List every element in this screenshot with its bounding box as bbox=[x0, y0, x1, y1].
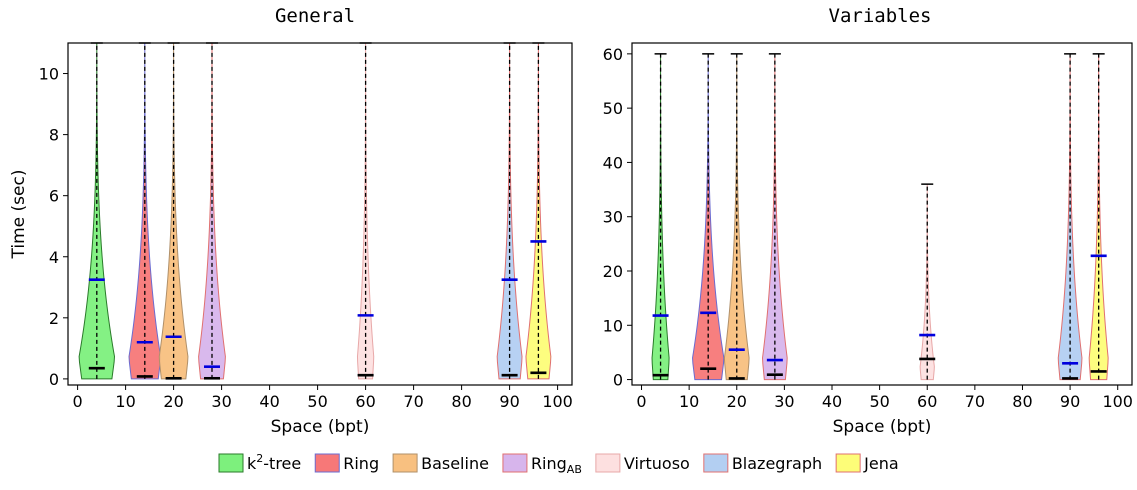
x-tick-label: 20 bbox=[727, 392, 747, 411]
y-tick-label: 20 bbox=[603, 262, 623, 281]
legend-label: RingAB bbox=[531, 454, 582, 476]
panel-general: General 0 10 20 30 40 50 60 70 80 90 100 0 2 4 6 8 10 S… bbox=[9, 5, 573, 437]
chart-title-variables: Variables bbox=[829, 5, 932, 27]
violin-blazegraph bbox=[1057, 53, 1083, 381]
legend-item: Baseline bbox=[392, 453, 489, 473]
x-tick-label: 0 bbox=[73, 392, 83, 411]
violin-ringab bbox=[762, 53, 788, 381]
x-tick-label: 20 bbox=[163, 392, 183, 411]
x-tick-label: 90 bbox=[499, 392, 519, 411]
violin-body bbox=[919, 184, 935, 381]
y-tick-label: 60 bbox=[603, 45, 623, 64]
legend-swatch bbox=[835, 453, 861, 473]
x-ticks-variables: 0 10 20 30 40 50 60 70 80 90 100 bbox=[636, 385, 1133, 411]
violins-variables bbox=[651, 53, 1109, 381]
panel-variables: Variables 0 10 20 30 40 50 60 70 80 90 100 0 10 20 30… bbox=[603, 5, 1133, 437]
legend-item: RingAB bbox=[502, 453, 582, 476]
violin-body bbox=[356, 43, 375, 380]
x-axis-label-variables: Space (bpt) bbox=[833, 417, 932, 437]
violin-baseline bbox=[723, 53, 750, 381]
x-tick-label: 90 bbox=[1060, 392, 1080, 411]
x-tick-label: 50 bbox=[307, 392, 327, 411]
legend-item: k2-tree bbox=[218, 452, 301, 473]
y-tick-label: 6 bbox=[49, 187, 59, 206]
x-tick-label: 50 bbox=[869, 392, 889, 411]
legend-item: Ring bbox=[314, 453, 379, 473]
y-axis-label-general: Time (sec) bbox=[9, 170, 29, 260]
legend-label: Virtuoso bbox=[624, 454, 690, 473]
violin-jena bbox=[525, 42, 552, 380]
x-tick-label: 100 bbox=[542, 392, 573, 411]
violin-ring bbox=[692, 53, 725, 381]
y-tick-label: 30 bbox=[603, 208, 623, 227]
legend-label: Baseline bbox=[421, 454, 489, 473]
violin-k-tree bbox=[78, 42, 115, 380]
violin-body bbox=[198, 43, 226, 380]
y-tick-label: 50 bbox=[603, 99, 623, 118]
violin-k-tree bbox=[651, 53, 670, 381]
axes-frame-variables bbox=[631, 42, 1133, 386]
violin-virtuoso bbox=[919, 183, 936, 381]
y-tick-label: 40 bbox=[603, 153, 623, 172]
violins-general bbox=[78, 42, 552, 380]
y-tick-label: 10 bbox=[603, 316, 623, 335]
violin-body bbox=[525, 43, 552, 380]
legend-swatch bbox=[595, 453, 621, 473]
y-tick-label: 2 bbox=[49, 309, 59, 328]
y-tick-label: 0 bbox=[613, 371, 623, 390]
legend-swatch bbox=[218, 453, 244, 473]
y-tick-label: 0 bbox=[49, 370, 59, 389]
y-tick-label: 10 bbox=[39, 65, 59, 84]
violin-ring bbox=[128, 42, 162, 380]
legend-swatch bbox=[502, 453, 528, 473]
x-tick-label: 70 bbox=[965, 392, 985, 411]
x-tick-label: 60 bbox=[917, 392, 937, 411]
violin-virtuoso bbox=[356, 42, 375, 380]
legend-item: Jena bbox=[835, 453, 899, 473]
x-tick-label: 40 bbox=[822, 392, 842, 411]
y-ticks-general: 0 2 4 6 8 10 bbox=[39, 65, 68, 389]
x-tick-label: 40 bbox=[259, 392, 279, 411]
x-tick-label: 80 bbox=[1012, 392, 1032, 411]
legend-item: Virtuoso bbox=[595, 453, 690, 473]
x-tick-label: 30 bbox=[774, 392, 794, 411]
y-tick-label: 8 bbox=[49, 126, 59, 145]
violin-ringab bbox=[198, 42, 226, 380]
legend-label: Ring bbox=[343, 454, 379, 473]
x-tick-label: 100 bbox=[1102, 392, 1133, 411]
violin-body bbox=[158, 43, 189, 380]
x-tick-label: 0 bbox=[636, 392, 646, 411]
violin-body bbox=[496, 43, 523, 380]
x-tick-label: 10 bbox=[679, 392, 699, 411]
legend-swatch bbox=[314, 453, 340, 473]
legend-swatch bbox=[703, 453, 729, 473]
y-ticks-variables: 0 10 20 30 40 50 60 bbox=[603, 45, 632, 390]
x-tick-label: 70 bbox=[403, 392, 423, 411]
violin-baseline bbox=[158, 42, 189, 380]
legend-swatch bbox=[392, 453, 418, 473]
chart-title-general: General bbox=[275, 5, 355, 27]
axes-frame-general bbox=[67, 42, 573, 386]
legend-label: Jena bbox=[863, 454, 899, 473]
legend: k2-tree Ring Baseline RingAB Virtuoso Blazegr… bbox=[218, 452, 899, 476]
violin-jena bbox=[1088, 53, 1109, 381]
legend-label: Blazegraph bbox=[732, 454, 822, 473]
legend-item: Blazegraph bbox=[703, 453, 822, 473]
x-tick-label: 30 bbox=[211, 392, 231, 411]
x-axis-label-general: Space (bpt) bbox=[271, 417, 370, 437]
x-tick-label: 80 bbox=[451, 392, 471, 411]
x-tick-label: 60 bbox=[355, 392, 375, 411]
y-tick-label: 4 bbox=[49, 248, 59, 267]
x-tick-label: 10 bbox=[115, 392, 135, 411]
x-ticks-general: 0 10 20 30 40 50 60 70 80 90 100 bbox=[73, 385, 573, 411]
legend-label: k2-tree bbox=[247, 452, 301, 473]
violin-blazegraph bbox=[496, 42, 523, 380]
